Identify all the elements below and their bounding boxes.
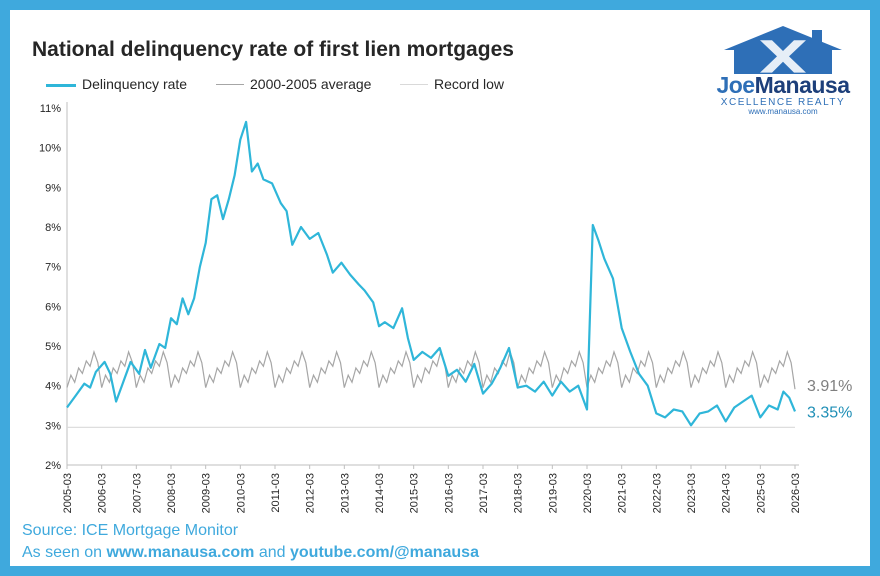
y-tick-label: 11% (40, 103, 61, 115)
y-tick-label: 3% (45, 420, 61, 432)
seen-on-prefix: As seen on (22, 544, 107, 561)
chart-plot: 2% 3% 4% 5% 6% 7% 8% 9% 10% 11% 2005-03 2006-03 2007… (39, 102, 852, 513)
house-icon (724, 26, 842, 74)
brand-logo: JoeManausa XCELLENCE REALTY www.manausa.… (716, 24, 856, 116)
x-tick-label: 2010-03 (235, 473, 247, 513)
seen-on-site: www.manausa.com (106, 544, 255, 561)
legend-swatch-average (216, 84, 244, 85)
y-tick-label: 2% (45, 460, 61, 472)
legend-label-record-low: Record low (434, 76, 505, 92)
x-tick-label: 2007-03 (131, 473, 143, 513)
y-tick-label: 10% (39, 143, 61, 155)
seen-on-line: As seen on www.manausa.com and youtube.c… (22, 542, 479, 564)
x-tick-label: 2016-03 (443, 473, 455, 513)
chart-title: National delinquency rate of first lien … (32, 38, 514, 61)
x-tick-label: 2006-03 (97, 473, 109, 513)
y-tick-label: 4% (45, 381, 61, 393)
seen-on-mid: and (254, 544, 290, 561)
x-tick-label: 2021-03 (617, 473, 629, 513)
x-tick-label: 2019-03 (547, 473, 559, 513)
annotation-average-value: 3.91% (807, 378, 852, 395)
legend-swatch-record-low (400, 84, 428, 85)
y-tick-label: 8% (45, 222, 61, 234)
x-tick-label: 2022-03 (651, 473, 663, 513)
brand-tagline: XCELLENCE REALTY (720, 97, 846, 108)
brand-website: www.manausa.com (748, 107, 818, 116)
legend-label-average: 2000-2005 average (250, 76, 372, 92)
x-tick-label: 2024-03 (721, 473, 733, 513)
brand-name-last: Manausa (754, 72, 850, 98)
annotation-latest-value: 3.35% (807, 404, 852, 421)
source-line: Source: ICE Mortgage Monitor (22, 522, 239, 539)
series-line-average (66, 349, 796, 390)
x-tick-label: 2011-03 (270, 473, 282, 513)
legend-label-delinquency: Delinquency rate (82, 76, 188, 92)
x-tick-label: 2013-03 (339, 473, 351, 513)
x-tick-label: 2025-03 (755, 473, 767, 513)
y-tick-label: 7% (45, 262, 61, 274)
y-tick-label: 5% (45, 341, 61, 353)
x-tick-label: 2008-03 (166, 473, 178, 513)
chart-frame: 2% 3% 4% 5% 6% 7% 8% 9% 10% 11% 2005-03 2006-03 2007… (10, 10, 870, 566)
x-tick-label: 2023-03 (686, 473, 698, 513)
y-tick-label: 6% (45, 301, 61, 313)
x-tick-label: 2020-03 (582, 473, 594, 513)
brand-name: JoeManausa (716, 74, 850, 97)
x-tick-label: 2026-03 (790, 473, 802, 513)
x-tick-label: 2009-03 (201, 473, 213, 513)
x-tick-label: 2017-03 (478, 473, 490, 513)
x-tick-label: 2005-03 (62, 473, 74, 513)
x-tick-label: 2018-03 (513, 473, 525, 513)
source-note: Source: ICE Mortgage Monitor As seen on … (22, 520, 479, 564)
series-line-delinquency (66, 120, 797, 427)
legend-swatch-delinquency (46, 84, 76, 87)
y-tick-label: 9% (45, 182, 61, 194)
x-tick-label: 2012-03 (305, 473, 317, 513)
x-tick-label: 2015-03 (409, 473, 421, 513)
x-tick-label: 2014-03 (374, 473, 386, 513)
brand-name-first: Joe (716, 72, 755, 98)
seen-on-channel: youtube.com/@manausa (290, 544, 479, 561)
